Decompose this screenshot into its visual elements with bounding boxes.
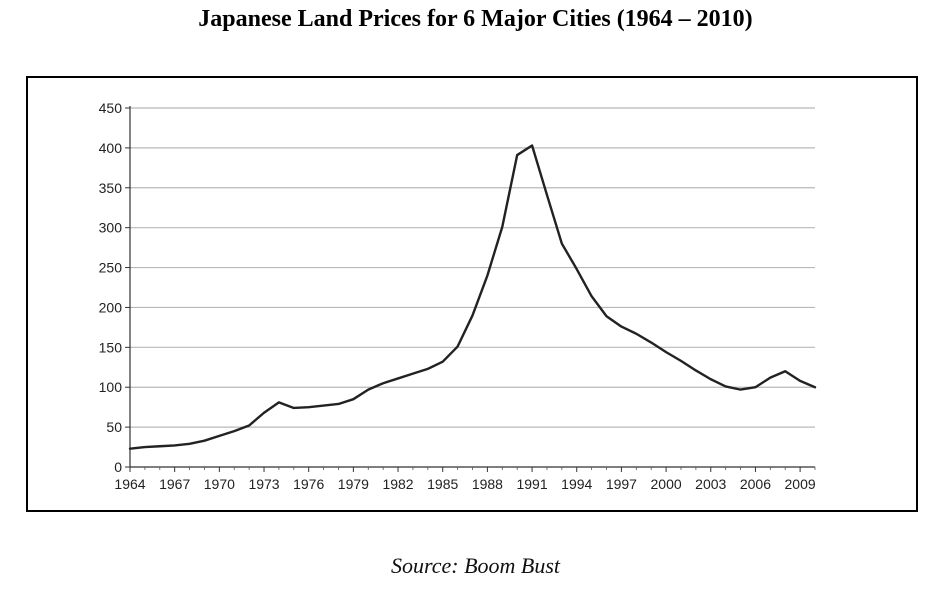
axes bbox=[129, 106, 815, 468]
x-tick-label-1994: 1994 bbox=[561, 476, 592, 492]
y-tick-label-250: 250 bbox=[99, 260, 123, 276]
x-tick-label-2006: 2006 bbox=[740, 476, 771, 492]
x-tick-label-1985: 1985 bbox=[427, 476, 458, 492]
y-tick-label-350: 350 bbox=[99, 180, 123, 196]
source-caption: Source: Boom Bust bbox=[390, 553, 561, 578]
x-tick-label-2003: 2003 bbox=[695, 476, 726, 492]
x-tick-label-1970: 1970 bbox=[204, 476, 235, 492]
x-tick-label-2009: 2009 bbox=[785, 476, 816, 492]
x-tick-label-1997: 1997 bbox=[606, 476, 637, 492]
y-tick-label-100: 100 bbox=[99, 379, 123, 395]
y-axis-ticks: 0 50 100 150 200 250 300 350 400 450 bbox=[99, 100, 130, 475]
gridlines bbox=[130, 107, 815, 428]
x-tick-label-1967: 1967 bbox=[159, 476, 190, 492]
y-tick-label-150: 150 bbox=[99, 339, 123, 355]
chart-title: Japanese Land Prices for 6 Major Cities … bbox=[198, 6, 753, 32]
y-tick-label-50: 50 bbox=[106, 419, 122, 435]
y-tick-label-400: 400 bbox=[99, 140, 123, 156]
series bbox=[128, 144, 817, 450]
line-chart: 0 50 100 150 200 250 300 350 400 450 1964 1967 1970… bbox=[99, 100, 817, 492]
x-tick-label-1973: 1973 bbox=[248, 476, 279, 492]
x-tick-label-1964: 1964 bbox=[114, 476, 145, 492]
x-tick-label-1982: 1982 bbox=[382, 476, 413, 492]
x-tick-label-1988: 1988 bbox=[472, 476, 503, 492]
y-tick-label-0: 0 bbox=[114, 459, 122, 475]
x-tick-label-1979: 1979 bbox=[338, 476, 369, 492]
x-tick-label-1976: 1976 bbox=[293, 476, 324, 492]
y-tick-label-200: 200 bbox=[99, 299, 123, 315]
x-tick-label-2000: 2000 bbox=[651, 476, 682, 492]
series-line-0 bbox=[128, 144, 817, 450]
y-tick-label-300: 300 bbox=[99, 220, 123, 236]
x-axis-ticks: 1964 1967 1970 1973 1976 1979 1982 1985 1988 1991… bbox=[114, 467, 816, 492]
y-tick-label-450: 450 bbox=[99, 100, 123, 116]
chart-frame: 0 50 100 150 200 250 300 350 400 450 1964 1967 1970… bbox=[26, 76, 918, 512]
x-tick-label-1991: 1991 bbox=[516, 476, 547, 492]
